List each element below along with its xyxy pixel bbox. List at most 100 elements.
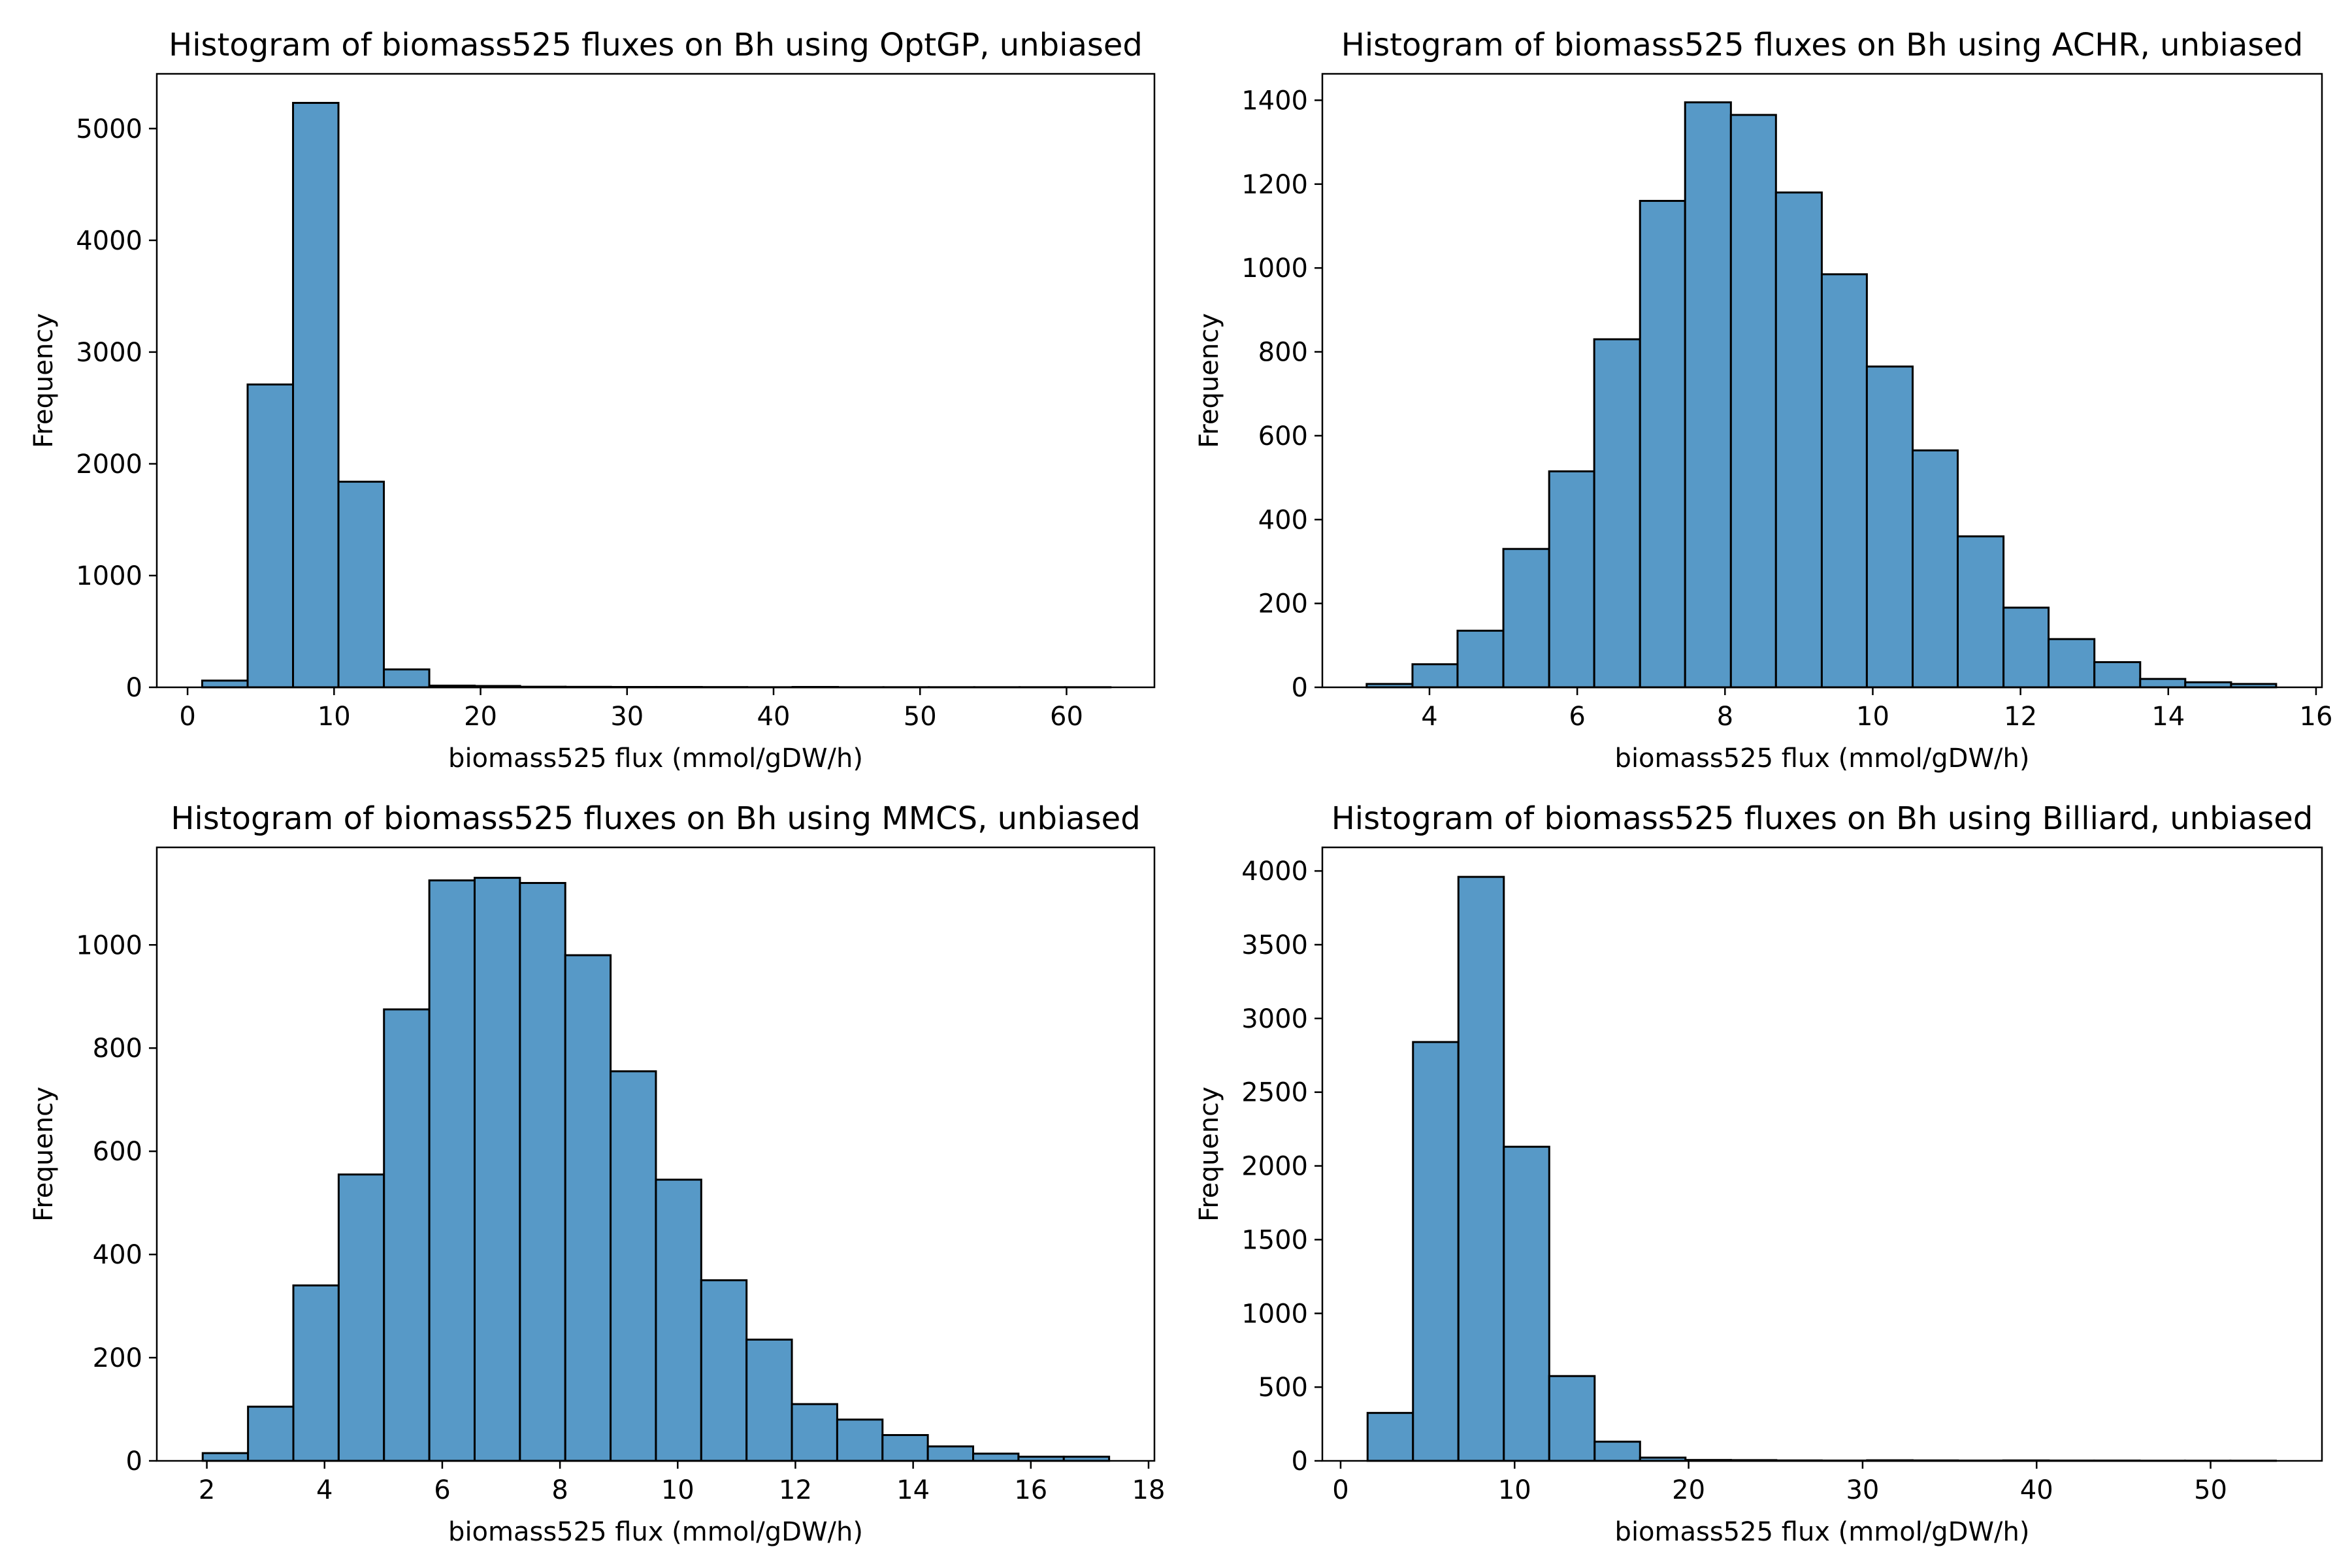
y-tick-label: 5000: [76, 114, 142, 144]
y-axis-label: Frequency: [1194, 313, 1224, 448]
x-axis-label: biomass525 flux (mmol/gDW/h): [1615, 743, 2030, 774]
histogram-bar: [2002, 606, 2050, 689]
histogram-bar: [2048, 638, 2096, 689]
histogram-bar: [201, 679, 249, 689]
panel-achr: 4 6 8 10 12 14 16 0 200 400 600 800 1000 1200 1400 Hist…: [1194, 27, 2332, 774]
x-tick-label: 60: [1050, 702, 1083, 732]
x-tick-label: 12: [2004, 702, 2037, 732]
panel-optgp: 0 10 20 30 40 50 60 0 1000 2000 3000 4000 5000 Histog…: [29, 27, 1156, 774]
chart-title: Histogram of biomass525 fluxes on Bh usi…: [171, 800, 1140, 837]
x-tick-label: 0: [179, 702, 195, 732]
y-axis-label: Frequency: [1194, 1086, 1224, 1222]
histogram-bar: [1548, 470, 1595, 689]
x-tick-label: 40: [2020, 1475, 2053, 1505]
x-tick-label: 8: [1717, 702, 1733, 732]
y-tick-label: 0: [1292, 673, 1308, 703]
x-tick-label: 12: [779, 1475, 812, 1505]
x-axis-label: biomass525 flux (mmol/gDW/h): [1615, 1517, 2030, 1547]
x-tick-label: 14: [2151, 702, 2185, 732]
x-tick-label: 16: [2300, 702, 2333, 732]
x-tick-label: 18: [1132, 1475, 1166, 1505]
x-tick-label: 50: [2194, 1475, 2227, 1505]
histogram-bar: [926, 1445, 975, 1462]
histogram-bar: [1729, 114, 1777, 689]
y-tick-label: 3000: [76, 338, 142, 368]
chart-title: Histogram of biomass525 fluxes on Bh usi…: [1341, 27, 2304, 63]
chart-title: Histogram of biomass525 fluxes on Bh usi…: [1331, 800, 2313, 837]
x-tick-label: 4: [1421, 702, 1437, 732]
y-tick-label: 4000: [1241, 857, 1308, 887]
histogram-bar: [881, 1434, 929, 1462]
histogram-bar: [2093, 661, 2142, 689]
histogram-bar: [1957, 535, 2005, 689]
histogram-bar: [700, 1279, 748, 1462]
histogram-bar: [2139, 678, 2187, 689]
histogram-bar: [1593, 1441, 1641, 1462]
y-axis-label: Frequency: [29, 313, 59, 448]
x-tick-label: 10: [1856, 702, 1889, 732]
x-tick-label: 4: [316, 1475, 333, 1505]
y-tick-label: 800: [93, 1034, 142, 1064]
y-tick-label: 200: [93, 1343, 142, 1373]
chart-title: Histogram of biomass525 fluxes on Bh usi…: [169, 27, 1143, 63]
histogram-bar: [201, 1452, 250, 1462]
histogram-bar: [1412, 1041, 1460, 1462]
x-tick-label: 10: [318, 702, 351, 732]
y-tick-label: 1200: [1241, 170, 1308, 200]
histogram-bar: [1502, 547, 1550, 689]
x-tick-label: 0: [1332, 1475, 1348, 1505]
histogram-bar: [1411, 663, 1459, 689]
histogram-bar: [610, 1070, 657, 1462]
histogram-bar: [1820, 273, 1868, 689]
axes-frame: [1321, 73, 2323, 689]
y-tick-label: 500: [1258, 1373, 1308, 1403]
x-tick-label: 10: [1498, 1475, 1531, 1505]
panel-billiard: 0 10 20 30 40 5005001000150020002500300035004…: [1194, 800, 2323, 1547]
histogram-bar: [292, 1284, 340, 1462]
y-tick-label: 0: [1292, 1446, 1308, 1477]
x-tick-label: 40: [757, 702, 791, 732]
histogram-bar: [428, 879, 476, 1462]
x-tick-label: 20: [1672, 1475, 1705, 1505]
y-tick-label: 400: [1258, 505, 1308, 535]
histogram-bar: [1548, 1375, 1596, 1462]
histogram-bar: [473, 877, 521, 1462]
y-tick-label: 1400: [1241, 86, 1308, 116]
y-tick-label: 2000: [76, 449, 142, 480]
x-tick-label: 8: [551, 1475, 568, 1505]
histogram-bar: [247, 1405, 295, 1462]
x-tick-label: 6: [1569, 702, 1585, 732]
x-tick-label: 2: [199, 1475, 215, 1505]
y-tick-label: 1000: [1241, 253, 1308, 284]
histogram-bar: [564, 954, 612, 1462]
histogram-bar: [836, 1418, 884, 1462]
x-tick-label: 14: [896, 1475, 930, 1505]
x-axis-label: biomass525 flux (mmol/gDW/h): [448, 1517, 863, 1547]
x-tick-label: 30: [1846, 1475, 1879, 1505]
y-tick-label: 1000: [76, 561, 142, 591]
histogram-bar: [972, 1452, 1020, 1462]
y-tick-label: 2000: [1241, 1152, 1308, 1182]
x-tick-label: 30: [610, 702, 644, 732]
y-tick-label: 200: [1258, 589, 1308, 619]
histogram-bar: [519, 881, 566, 1462]
histogram-bar: [1639, 199, 1686, 689]
x-tick-label: 50: [904, 702, 937, 732]
x-tick-label: 10: [661, 1475, 694, 1505]
y-tick-label: 1500: [1241, 1225, 1308, 1255]
y-axis-label: Frequency: [29, 1086, 59, 1222]
axes-frame: [155, 846, 1156, 1462]
y-tick-label: 400: [93, 1240, 142, 1270]
y-tick-label: 4000: [76, 226, 142, 256]
axes-frame: [155, 73, 1156, 689]
panel-mmcs: 2 4 6 8 10 12 14 16 18 0 200 400 600 800 1000 Histogram…: [29, 800, 1165, 1547]
histogram-bar: [383, 668, 431, 689]
histogram-bar: [337, 480, 385, 689]
histogram-bar: [292, 101, 340, 689]
y-tick-label: 3500: [1241, 930, 1308, 960]
histogram-bar: [1593, 338, 1641, 689]
histogram-bar: [1912, 449, 1959, 689]
y-tick-label: 0: [126, 1446, 142, 1477]
histogram-bar: [1865, 365, 1914, 689]
